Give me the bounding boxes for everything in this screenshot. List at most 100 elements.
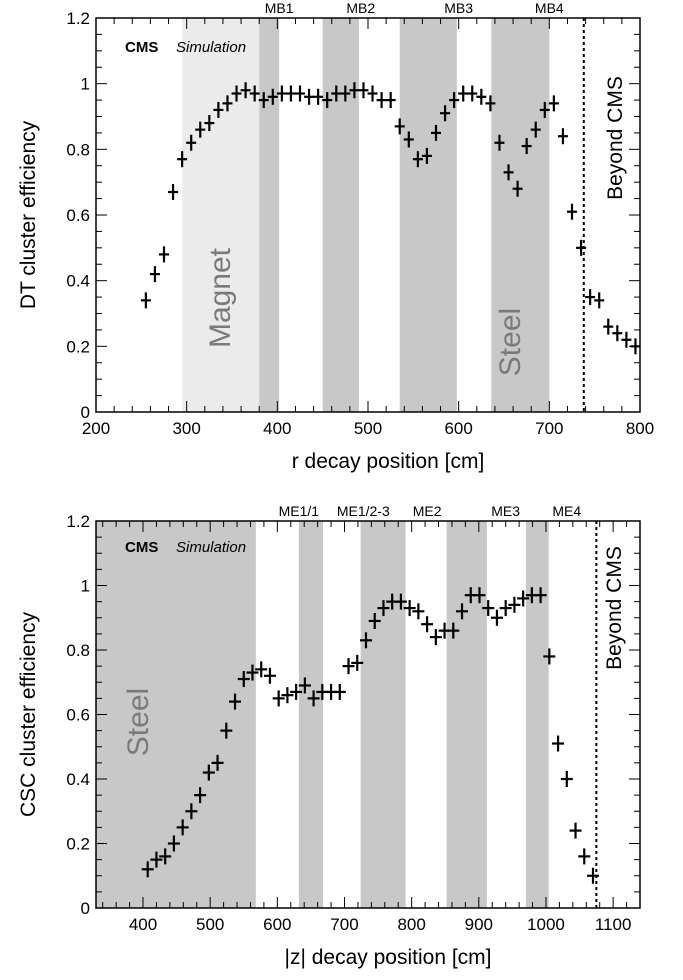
csc-data-point: [333, 683, 346, 700]
csc-shaded-region: [96, 521, 256, 908]
csc-y-tick-label: 1.2: [66, 512, 90, 531]
dt-data-point: [485, 95, 496, 112]
csc-data-point: [211, 754, 224, 771]
dt-station-label: MB3: [444, 0, 473, 16]
dt-data-point: [385, 92, 396, 109]
dt-y-tick-label: 0.6: [66, 206, 90, 225]
csc-y-tick-label: 0.2: [66, 835, 90, 854]
dt-y-tick-label: 0.2: [66, 337, 90, 356]
csc-data-point: [412, 603, 425, 620]
dt-x-tick-label: 700: [535, 419, 563, 438]
dt-data-point: [177, 151, 188, 168]
dt-x-tick-label: 600: [444, 419, 472, 438]
csc-beyond-cms-label: Beyond CMS: [603, 546, 626, 670]
dt-data-point: [403, 131, 414, 148]
csc-data-point: [202, 764, 215, 781]
csc-data-point: [499, 600, 512, 617]
csc-x-tick-label: 700: [330, 915, 358, 934]
csc-data-point: [307, 690, 320, 707]
csc-x-tick-label: 800: [397, 915, 425, 934]
dt-data-point: [349, 82, 360, 99]
dt-data-point: [367, 85, 378, 102]
dt-data-point: [394, 118, 405, 135]
dt-data-point: [476, 88, 487, 105]
dt-data-point: [576, 239, 587, 256]
csc-station-label: ME3: [491, 503, 520, 519]
csc-data-point: [194, 787, 207, 804]
dt-region-label: Magnet: [204, 247, 237, 348]
dt-x-tick-label: 300: [172, 419, 200, 438]
dt-data-point: [603, 318, 614, 335]
dt-data-point: [539, 101, 550, 118]
dt-data-point: [186, 134, 197, 151]
dt-x-tick-label: 400: [263, 419, 291, 438]
dt-data-point: [512, 180, 523, 197]
dt-data-point: [258, 92, 269, 109]
dt-data-point: [249, 85, 260, 102]
csc-station-label: ME1/1: [279, 503, 320, 519]
csc-x-tick-label: 600: [263, 915, 291, 934]
dt-data-point: [567, 203, 577, 220]
csc-shaded-region: [446, 521, 487, 908]
csc-x-tick-label: 500: [196, 915, 224, 934]
dt-data-point: [213, 101, 224, 118]
csc-efficiency-panel: Steel 400 500 600 700 800 900 1000 1100 0 0.2 0.4 0.…: [17, 503, 641, 969]
dt-efficiency-panel: Magnet Steel 200 300 400 500 600 700 800 0 0.2 0.4 0…: [17, 0, 654, 473]
dt-station-label: MB1: [265, 0, 294, 16]
csc-y-tick-label: 1: [81, 577, 90, 596]
csc-data-point: [359, 632, 372, 649]
dt-data-point: [594, 292, 605, 309]
csc-data-point: [456, 603, 469, 620]
csc-data-point: [272, 690, 285, 707]
csc-shaded-region: [525, 521, 549, 908]
dt-data-point: [240, 82, 251, 99]
csc-y-tick-label: 0.4: [66, 770, 90, 789]
dt-y-axis-title: DT cluster efficiency: [17, 120, 40, 309]
csc-data-point: [517, 590, 530, 607]
csc-data-point: [255, 661, 268, 678]
csc-data-point: [482, 600, 495, 617]
dt-y-tick-label: 0.8: [66, 140, 90, 159]
dt-shaded-region: [491, 18, 550, 412]
csc-data-point: [141, 861, 154, 878]
csc-data-point: [403, 600, 416, 617]
csc-data-point: [159, 848, 172, 865]
csc-station-label: ME2: [413, 503, 442, 519]
csc-data-point: [578, 848, 591, 865]
dt-region-label: Steel: [494, 308, 527, 376]
csc-data-point: [263, 667, 276, 684]
dt-data-point: [412, 151, 423, 168]
dt-data-point: [449, 92, 460, 109]
csc-x-tick-label: 400: [129, 915, 157, 934]
csc-y-tick-label: 0: [81, 899, 90, 918]
csc-data-point: [281, 687, 294, 704]
dt-data-point: [331, 85, 342, 102]
dt-data-point: [304, 88, 315, 105]
csc-y-axis-title: CSC cluster efficiency: [17, 611, 40, 817]
dt-data-point: [159, 246, 169, 263]
dt-data-point: [503, 164, 514, 181]
dt-station-label: MB4: [535, 0, 564, 16]
csc-data-point: [490, 609, 503, 626]
csc-data-point: [220, 722, 233, 739]
dt-x-tick-label: 500: [354, 419, 382, 438]
dt-experiment-label: CMS: [125, 39, 158, 56]
dt-x-axis-title: r decay position [cm]: [292, 450, 485, 473]
dt-data-point: [612, 325, 623, 342]
dt-x-tick-label: 800: [626, 419, 654, 438]
csc-y-tick-label: 0.6: [66, 706, 90, 725]
csc-data-point: [508, 596, 521, 613]
dt-data-point: [267, 88, 278, 105]
csc-data-point: [473, 587, 486, 604]
dt-beyond-cms-label: Beyond CMS: [604, 76, 627, 200]
csc-data-point: [290, 683, 303, 700]
dt-data-point: [431, 124, 441, 141]
dt-y-tick-label: 1: [81, 75, 90, 94]
dt-shaded-region: [322, 18, 359, 412]
dt-shaded-region: [259, 18, 280, 412]
csc-data-point: [552, 735, 565, 752]
dt-data-point: [276, 85, 287, 102]
csc-shaded-region: [360, 521, 406, 908]
dt-data-point: [440, 105, 451, 122]
